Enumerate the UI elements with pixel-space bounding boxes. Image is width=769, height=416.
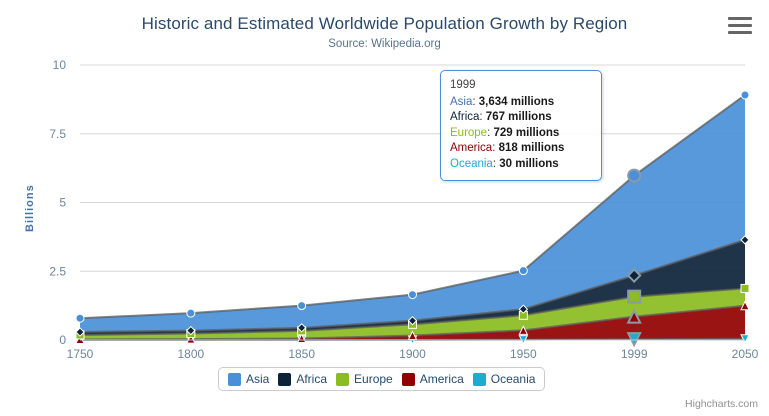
- tooltip-row: America: 818 millions: [450, 141, 592, 157]
- tooltip-separator: :: [487, 126, 494, 139]
- tooltip-series-name: Africa: [450, 111, 480, 123]
- tooltip-series-value: 30 millions: [499, 157, 559, 170]
- credits-label: Highcharts.com: [685, 398, 758, 410]
- marker-oceania[interactable]: [626, 332, 642, 348]
- tooltip-separator: :: [472, 95, 479, 108]
- legend-item-label: Oceania: [490, 372, 536, 386]
- marker-asia[interactable]: [297, 301, 307, 311]
- series-areas: [80, 95, 745, 340]
- area-asia[interactable]: [80, 95, 745, 333]
- tooltip-separator: :: [492, 142, 499, 154]
- hamburger-bar: [728, 17, 752, 20]
- marker-africa[interactable]: [740, 235, 750, 245]
- marker-africa[interactable]: [75, 327, 85, 337]
- legend-item-label: Africa: [296, 372, 328, 386]
- marker-europe[interactable]: [627, 289, 642, 304]
- marker-america[interactable]: [626, 308, 642, 324]
- x-axis-tick-label[interactable]: 1950: [510, 347, 537, 361]
- legend-item-label: Europe: [354, 372, 393, 386]
- x-axis-labels: 1750 1800 1850 1900 1950 1999 2050: [67, 347, 759, 361]
- tooltip-series-name: America: [450, 142, 493, 154]
- tooltip-series-value: 3,634 millions: [478, 95, 555, 108]
- tooltip-row: Oceania: 30 millions: [450, 157, 592, 173]
- legend-swatch-icon: [336, 372, 350, 386]
- tooltip-separator: :: [479, 111, 486, 123]
- x-axis-tick-label[interactable]: 1999: [621, 347, 648, 361]
- hamburger-bar: [728, 31, 752, 34]
- tooltip-series-value: 818 millions: [498, 142, 565, 154]
- legend-item-asia[interactable]: Asia: [228, 372, 269, 386]
- legend-item-label: America: [419, 372, 464, 386]
- y-axis-tick-label: 2.5: [49, 264, 66, 278]
- hamburger-bar: [728, 24, 752, 27]
- legend-item-oceania[interactable]: Oceania: [472, 372, 536, 386]
- tooltip-row: Asia: 3,634 millions: [450, 95, 592, 111]
- x-axis-tick-label[interactable]: 2050: [732, 347, 759, 361]
- tooltip-row: Africa: 767 millions: [450, 110, 592, 126]
- legend-swatch-icon: [401, 372, 415, 386]
- y-axis-title: Billions: [24, 184, 36, 232]
- x-axis-tick-label[interactable]: 1900: [399, 347, 426, 361]
- legend-item-label: Asia: [246, 372, 270, 386]
- tooltip-series-value: 729 millions: [493, 126, 560, 139]
- marker-africa[interactable]: [407, 315, 418, 326]
- x-axis-tick-label[interactable]: 1850: [288, 347, 315, 361]
- tooltip-series-name: Oceania: [450, 157, 493, 170]
- legend-swatch-icon: [278, 372, 292, 386]
- chart-title: Historic and Estimated Worldwide Populat…: [141, 14, 628, 33]
- marker-asia[interactable]: [740, 90, 750, 100]
- marker-asia[interactable]: [75, 313, 85, 323]
- tooltip-header: 1999: [450, 79, 476, 91]
- y-axis-tick-label: 10: [53, 58, 67, 72]
- marker-asia[interactable]: [186, 308, 196, 318]
- marker-america[interactable]: [740, 300, 750, 311]
- marker-africa[interactable]: [186, 325, 196, 336]
- tooltip-series-name: Asia: [450, 95, 473, 108]
- tooltip: 1999 Asia: 3,634 millions Africa: 767 mil…: [440, 70, 602, 181]
- chart-subtitle: Source: Wikipedia.org: [328, 38, 441, 50]
- marker-asia[interactable]: [408, 290, 417, 300]
- legend-item-america[interactable]: America: [401, 372, 464, 386]
- x-axis-tick-label[interactable]: 1800: [177, 347, 204, 361]
- tooltip-series-name: Europe: [450, 126, 488, 139]
- marker-africa[interactable]: [296, 323, 307, 333]
- y-axis-tick-label: 0: [59, 333, 66, 347]
- marker-asia[interactable]: [627, 168, 642, 183]
- marker-america[interactable]: [186, 333, 196, 344]
- area-america[interactable]: [80, 305, 745, 340]
- hamburger-menu-icon[interactable]: [728, 17, 752, 35]
- marker-africa[interactable]: [518, 304, 529, 314]
- tooltip-separator: :: [492, 157, 500, 170]
- y-axis-tick-label: 5: [59, 196, 66, 210]
- marker-oceania[interactable]: [740, 334, 750, 344]
- x-axis-tick-label[interactable]: 1750: [67, 347, 94, 361]
- legend-item-africa[interactable]: Africa: [278, 372, 327, 386]
- legend: Asia Africa Europe America Oceania: [218, 367, 546, 391]
- tooltip-row: Europe: 729 millions: [450, 126, 592, 142]
- y-axis-tick-label: 7.5: [49, 127, 66, 141]
- area-africa[interactable]: [80, 239, 745, 335]
- legend-swatch-icon: [228, 372, 241, 386]
- marker-asia[interactable]: [518, 266, 528, 276]
- marker-europe[interactable]: [740, 283, 750, 293]
- legend-item-europe[interactable]: Europe: [336, 372, 393, 386]
- legend-swatch-icon: [472, 372, 486, 386]
- marker-africa[interactable]: [626, 268, 642, 283]
- tooltip-rows: Asia: 3,634 millions Africa: 767 millions…: [450, 95, 592, 173]
- marker-america[interactable]: [518, 325, 529, 335]
- tooltip-series-value: 767 millions: [485, 111, 552, 123]
- y-axis-labels: 0 2.5 5 7.5 10: [49, 58, 66, 347]
